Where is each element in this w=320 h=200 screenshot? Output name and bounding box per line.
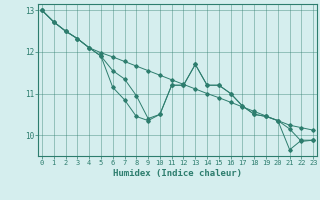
X-axis label: Humidex (Indice chaleur): Humidex (Indice chaleur) [113,169,242,178]
